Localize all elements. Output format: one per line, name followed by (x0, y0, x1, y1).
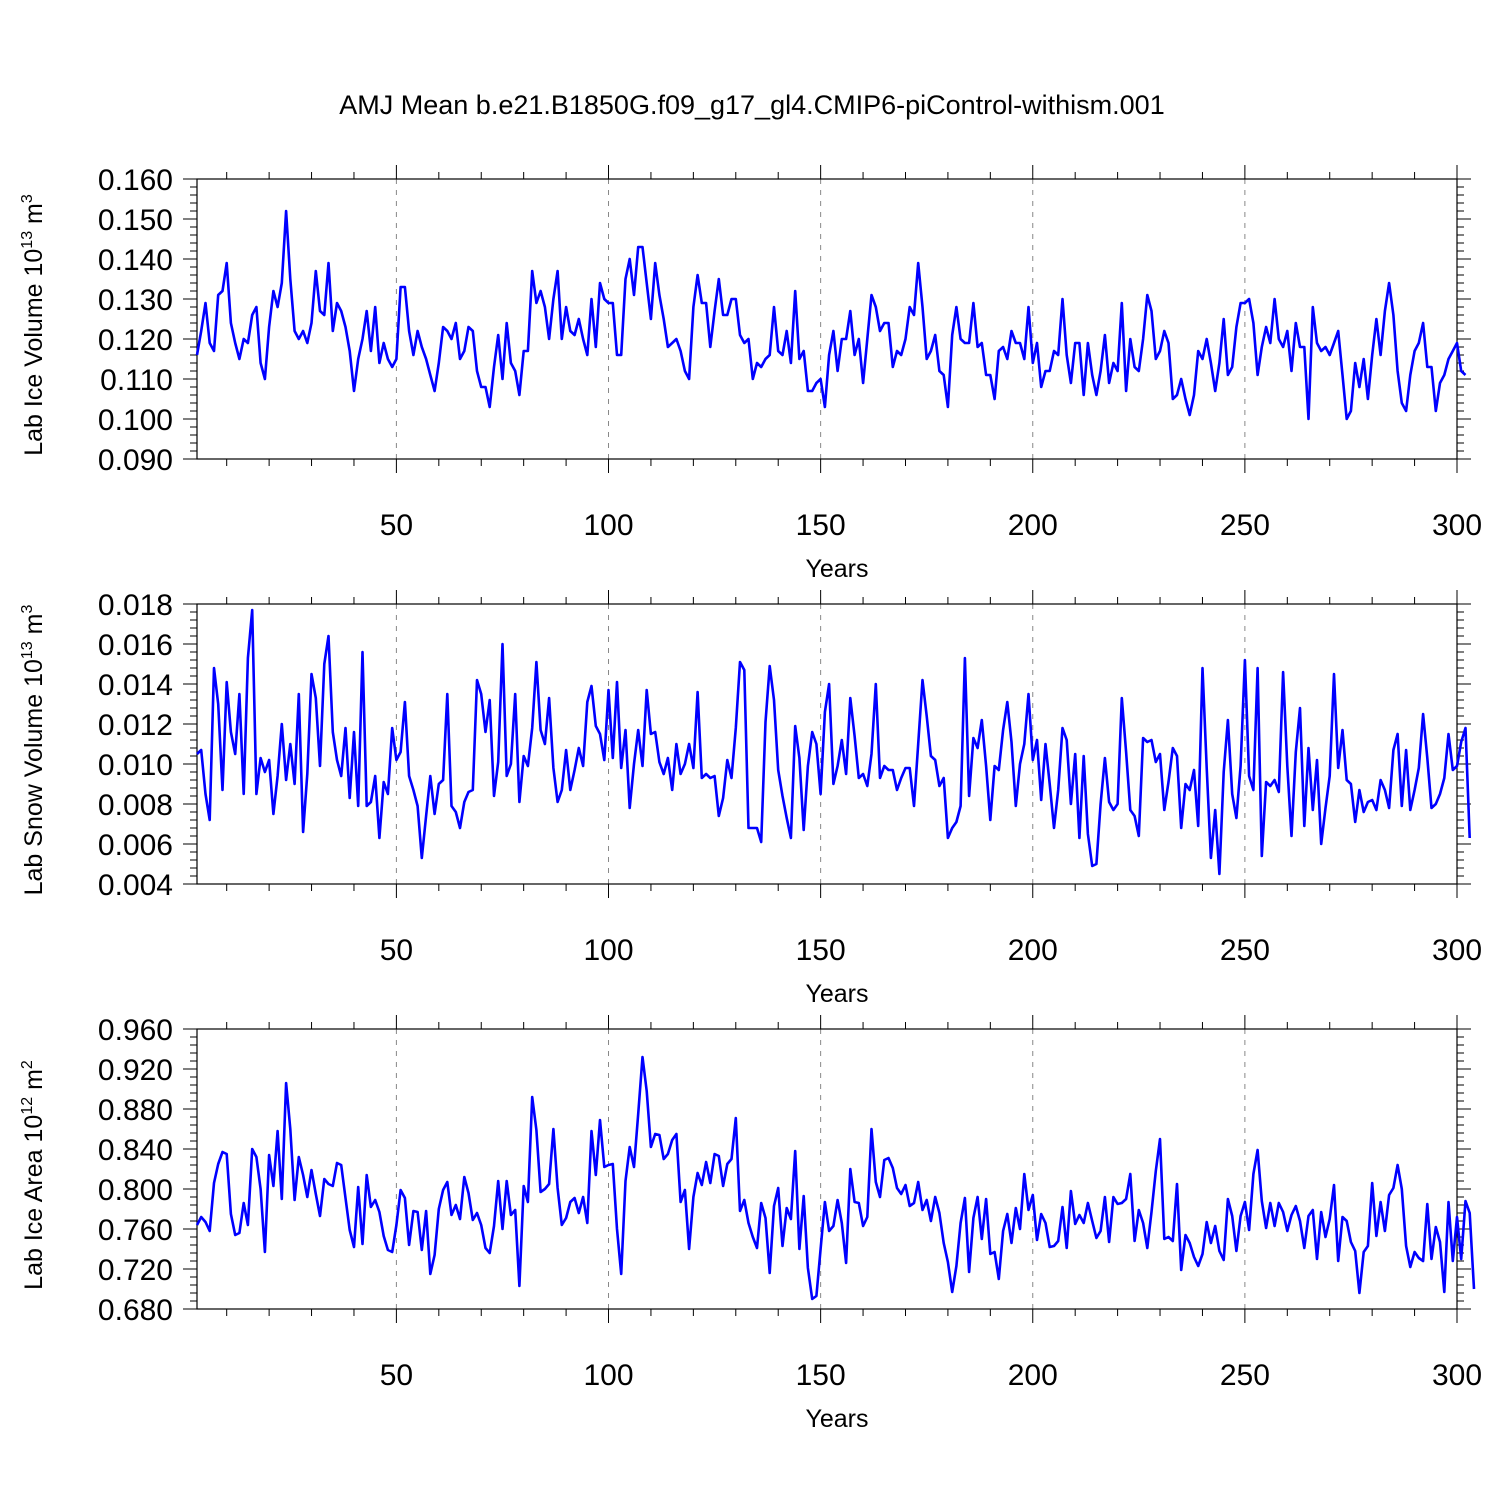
x-tick-label: 150 (796, 509, 846, 542)
x-axis-label: Years (805, 1405, 868, 1433)
x-tick-label: 200 (1008, 934, 1058, 967)
x-tick-label: 100 (583, 509, 633, 542)
x-tick-label: 50 (380, 934, 413, 967)
x-tick-label: 100 (583, 1359, 633, 1392)
x-tick-label: 150 (796, 934, 846, 967)
y-axis-label: Lab Ice Volume 1013 m3 (19, 194, 48, 456)
y-tick-label: 0.016 (98, 629, 173, 662)
y-axis-label-base: Lab Ice Area 10 (20, 1115, 48, 1290)
x-tick-label: 300 (1432, 509, 1482, 542)
x-tick-label: 300 (1432, 1359, 1482, 1392)
figure-title: AMJ Mean b.e21.B1850G.f09_g17_gl4.CMIP6-… (339, 90, 1164, 120)
y-axis-label: Lab Ice Area 1012 m2 (19, 1060, 48, 1290)
x-tick-label: 250 (1220, 1359, 1270, 1392)
y-tick-label: 0.004 (98, 869, 173, 902)
x-tick-label: 250 (1220, 509, 1270, 542)
y-axis-label-mid: m (20, 614, 48, 642)
y-axis-label-base: Lab Snow Volume 10 (20, 659, 48, 895)
y-tick-label: 0.760 (98, 1214, 173, 1247)
y-tick-label: 0.008 (98, 789, 173, 822)
y-tick-label: 0.160 (98, 164, 173, 197)
x-tick-label: 300 (1432, 934, 1482, 967)
y-axis-label-exp1: 13 (19, 641, 36, 659)
y-tick-label: 0.920 (98, 1054, 173, 1087)
y-axis-label-exp2: 3 (19, 194, 36, 203)
y-tick-label: 0.090 (98, 444, 173, 477)
x-tick-label: 200 (1008, 1359, 1058, 1392)
x-axis-label: Years (805, 980, 868, 1008)
y-axis-label-exp1: 13 (19, 231, 36, 249)
y-axis-label-exp1: 12 (19, 1097, 36, 1115)
y-tick-label: 0.110 (100, 364, 173, 397)
plot-frame (196, 603, 1458, 885)
y-tick-label: 0.880 (98, 1094, 173, 1127)
y-tick-label: 0.140 (98, 244, 173, 277)
y-tick-label: 0.130 (98, 284, 173, 317)
y-tick-label: 0.014 (98, 669, 173, 702)
y-axis-label-mid: m (20, 203, 48, 231)
x-tick-label: 200 (1008, 509, 1058, 542)
x-tick-label: 150 (796, 1359, 846, 1392)
x-tick-label: 250 (1220, 934, 1270, 967)
y-tick-label: 0.012 (98, 709, 173, 742)
chart-panel-3: 0.680 0.720 0.760 0.800 0.840 0.880 0.920 0.960… (19, 1014, 1482, 1433)
y-axis-label-exp2: 3 (19, 605, 36, 614)
y-axis-label-mid: m (20, 1069, 48, 1097)
y-tick-label: 0.100 (98, 404, 173, 437)
series-line (195, 209, 1467, 421)
y-tick-label: 0.018 (98, 589, 173, 622)
y-axis-label-base: Lab Ice Volume 10 (20, 249, 48, 456)
y-tick-label: 0.720 (98, 1254, 173, 1287)
series-line (196, 608, 1471, 876)
x-tick-label: 50 (380, 1359, 413, 1392)
y-tick-label: 0.840 (98, 1134, 173, 1167)
y-tick-label: 0.006 (98, 829, 173, 862)
y-tick-label: 0.010 (98, 749, 173, 782)
chart-panel-2: 0.004 0.006 0.008 0.010 0.012 0.014 0.016 0.018… (19, 589, 1482, 1008)
plot-frame (196, 1028, 1458, 1310)
y-tick-label: 0.960 (98, 1014, 173, 1047)
x-axis-label: Years (805, 555, 868, 583)
y-tick-label: 0.120 (98, 324, 173, 357)
x-tick-label: 50 (380, 509, 413, 542)
y-tick-label: 0.150 (98, 204, 173, 237)
plot-frame (196, 178, 1458, 460)
y-axis-label: Lab Snow Volume 1013 m3 (19, 605, 48, 896)
x-tick-label: 100 (583, 934, 633, 967)
chart-panel-1: 0.090 0.100 0.110 0.120 0.130 0.140 0.150 0.160… (19, 164, 1482, 583)
y-axis-label-exp2: 2 (19, 1060, 36, 1069)
series-line (195, 1055, 1476, 1301)
y-tick-label: 0.680 (98, 1294, 173, 1327)
y-tick-label: 0.800 (98, 1174, 173, 1207)
